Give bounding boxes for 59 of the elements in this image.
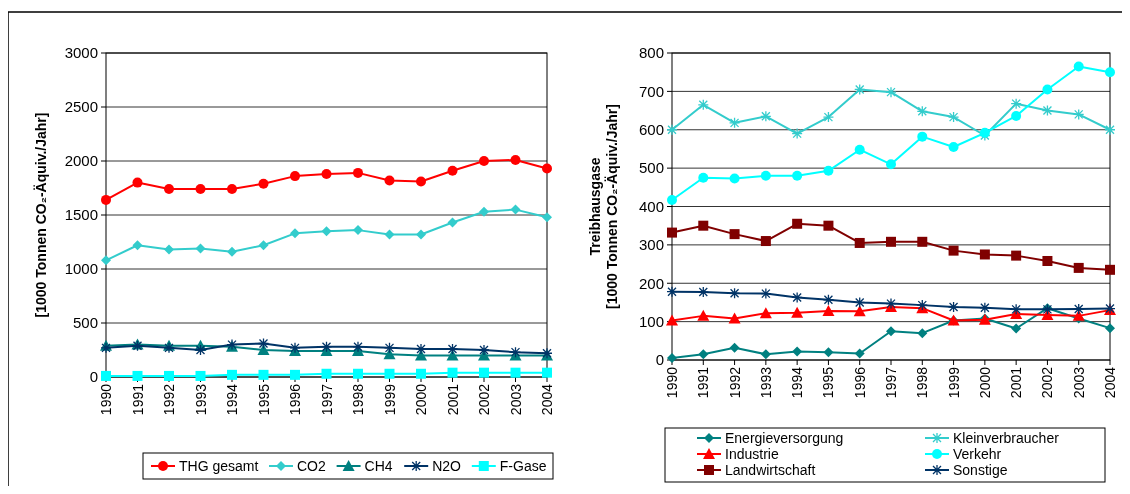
y-tick-label: 800 — [638, 44, 664, 62]
y-tick-label: 500 — [638, 159, 664, 177]
x-tick-label: 2002 — [1039, 366, 1056, 399]
x-tick-label: 2001 — [1008, 366, 1025, 399]
x-tick-label: 2004 — [1102, 366, 1118, 399]
x-tick-label: 2003 — [1070, 366, 1087, 399]
x-tick-label: 2004 — [539, 383, 555, 416]
legend-label: Verkehr — [953, 445, 1002, 462]
x-tick-label: 1996 — [287, 383, 303, 416]
legend-label: Landwirtschaft — [725, 461, 816, 478]
y-tick-label: 3000 — [64, 44, 98, 62]
legend-label: Kleinverbraucher — [953, 429, 1060, 446]
x-tick-label: 1998 — [914, 366, 931, 399]
x-tick-label: 2001 — [444, 383, 461, 416]
legend-label: Energieversorgung — [725, 429, 844, 446]
x-tick-label: 2003 — [507, 383, 524, 416]
y-tick-label: 400 — [638, 197, 664, 215]
y-tick-label: 1500 — [64, 206, 98, 224]
x-tick-label: 1997 — [318, 383, 335, 416]
y-tick-label: 0 — [655, 351, 664, 369]
x-tick-label: 1995 — [255, 383, 272, 416]
y-tick-label: 300 — [638, 236, 664, 254]
x-tick-label: 1998 — [350, 383, 366, 416]
x-tick-label: 1999 — [381, 383, 398, 416]
legend-label: N2O — [432, 457, 462, 474]
x-tick-label: 1991 — [129, 383, 146, 416]
legend-label: Sonstige — [953, 461, 1008, 478]
y-tick-label: 200 — [638, 274, 664, 292]
x-tick-label: 1996 — [851, 366, 868, 399]
y-tick-label: 700 — [638, 82, 664, 100]
y-tick-label: 2000 — [64, 152, 98, 170]
x-tick-label: 2002 — [476, 383, 492, 416]
y-tick-label: 100 — [638, 312, 664, 330]
x-tick-label: 1994 — [789, 366, 806, 399]
y-tick-label: 600 — [638, 121, 664, 138]
legend-label: CH4 — [364, 457, 393, 474]
y-tick-label: 0 — [89, 368, 98, 386]
y-tick-label: 1000 — [64, 260, 98, 278]
x-tick-label: 2000 — [413, 383, 429, 416]
x-tick-label: 1992 — [726, 366, 743, 399]
x-tick-label: 1997 — [883, 366, 899, 399]
legend-label: CO2 — [297, 457, 326, 474]
x-tick-label: 1990 — [98, 383, 114, 416]
x-tick-label: 2000 — [976, 366, 993, 399]
x-tick-label: 1991 — [695, 366, 712, 399]
legend-label: Industrie — [725, 445, 779, 462]
legend-label: F-Gase — [499, 457, 547, 474]
y-axis-title: [1000 Tonnen CO₂-Äquiv./Jahr] — [33, 112, 49, 318]
x-tick-label: 1993 — [757, 366, 774, 399]
y-tick-label: 500 — [72, 314, 98, 332]
x-tick-label: 1990 — [664, 366, 680, 399]
x-tick-label: 1995 — [820, 366, 837, 399]
y-tick-label: 2500 — [64, 98, 98, 116]
x-tick-label: 1992 — [161, 383, 177, 416]
x-tick-label: 1993 — [192, 383, 209, 416]
legend-label: THG gesamt — [179, 457, 259, 474]
y-axis-title: Treibhausgase [1000 Tonnen CO₂-Äquiv./Jahr] — [587, 104, 620, 309]
x-tick-label: 1999 — [945, 366, 962, 399]
x-tick-label: 1994 — [224, 383, 240, 416]
